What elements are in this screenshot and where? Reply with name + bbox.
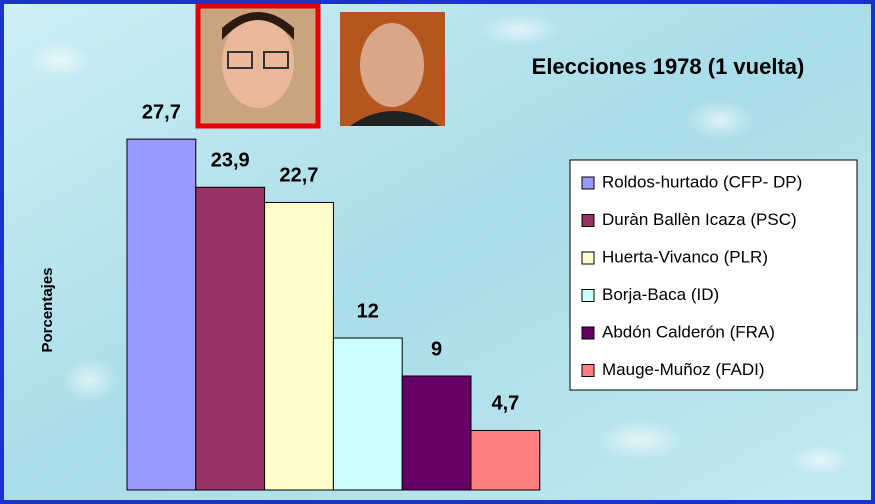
value-label: 12 [357, 300, 379, 322]
water-drops [30, 14, 850, 475]
legend [569, 159, 858, 391]
bar [264, 201, 334, 491]
photo-roldos [195, 3, 321, 129]
legend-label: Duràn Ballèn Icaza (PSC) [602, 210, 797, 229]
legend-swatch [581, 289, 595, 302]
legend-label: Roldos-hurtado (CFP- DP) [602, 172, 802, 191]
legend-swatch [581, 326, 595, 340]
legend-swatch [581, 214, 595, 227]
legend-swatch [581, 251, 595, 265]
bar [470, 429, 541, 491]
value-label: 23,9 [211, 150, 250, 172]
legend-label: Huerta-Vivanco (PLR) [602, 247, 768, 266]
y-axis-label: Porcentajes [39, 267, 56, 352]
bar [195, 186, 266, 491]
value-label: 27,7 [142, 101, 181, 123]
bar [126, 138, 197, 491]
bar [332, 337, 403, 491]
legend-swatch [581, 364, 595, 377]
legend-label: Abdón Calderón (FRA) [602, 322, 775, 341]
photo-duran [340, 12, 445, 126]
value-label: 9 [431, 338, 442, 360]
legend-swatch [581, 176, 595, 190]
chart-title: Elecciones 1978 (1 vuelta) [532, 54, 805, 79]
bar [401, 375, 472, 491]
legend-label: Mauge-Muñoz (FADI) [602, 360, 765, 379]
value-label: 4,7 [491, 393, 519, 415]
value-label: 22,7 [280, 165, 319, 187]
legend-label: Borja-Baca (ID) [602, 285, 719, 304]
